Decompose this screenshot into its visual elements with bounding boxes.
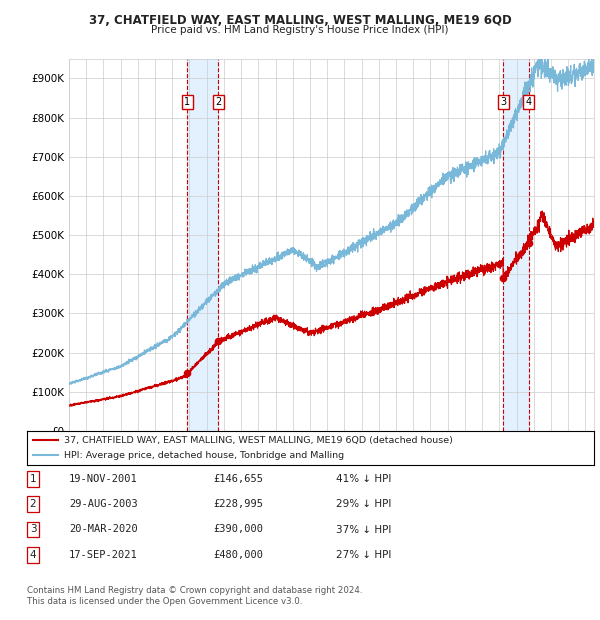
- Text: 27% ↓ HPI: 27% ↓ HPI: [336, 550, 391, 560]
- Text: £390,000: £390,000: [213, 525, 263, 534]
- Text: 19-NOV-2001: 19-NOV-2001: [69, 474, 138, 484]
- Text: HPI: Average price, detached house, Tonbridge and Malling: HPI: Average price, detached house, Tonb…: [64, 451, 344, 460]
- Text: 2: 2: [215, 97, 221, 107]
- Text: 41% ↓ HPI: 41% ↓ HPI: [336, 474, 391, 484]
- Text: 29-AUG-2003: 29-AUG-2003: [69, 499, 138, 509]
- Text: This data is licensed under the Open Government Licence v3.0.: This data is licensed under the Open Gov…: [27, 597, 302, 606]
- Text: 4: 4: [526, 97, 532, 107]
- Text: 29% ↓ HPI: 29% ↓ HPI: [336, 499, 391, 509]
- Text: £480,000: £480,000: [213, 550, 263, 560]
- Text: 17-SEP-2021: 17-SEP-2021: [69, 550, 138, 560]
- Text: 2: 2: [29, 499, 37, 509]
- Text: 1: 1: [29, 474, 37, 484]
- Text: 3: 3: [29, 525, 37, 534]
- Text: £146,655: £146,655: [213, 474, 263, 484]
- Bar: [187, 59, 218, 431]
- Text: Price paid vs. HM Land Registry's House Price Index (HPI): Price paid vs. HM Land Registry's House …: [151, 25, 449, 35]
- Text: 3: 3: [500, 97, 506, 107]
- Text: 20-MAR-2020: 20-MAR-2020: [69, 525, 138, 534]
- Text: 37, CHATFIELD WAY, EAST MALLING, WEST MALLING, ME19 6QD (detached house): 37, CHATFIELD WAY, EAST MALLING, WEST MA…: [64, 436, 453, 445]
- Bar: [503, 59, 529, 431]
- Text: £228,995: £228,995: [213, 499, 263, 509]
- Text: 4: 4: [29, 550, 37, 560]
- Text: 1: 1: [184, 97, 190, 107]
- Text: 37, CHATFIELD WAY, EAST MALLING, WEST MALLING, ME19 6QD: 37, CHATFIELD WAY, EAST MALLING, WEST MA…: [89, 14, 511, 27]
- Text: 37% ↓ HPI: 37% ↓ HPI: [336, 525, 391, 534]
- Text: Contains HM Land Registry data © Crown copyright and database right 2024.: Contains HM Land Registry data © Crown c…: [27, 586, 362, 595]
